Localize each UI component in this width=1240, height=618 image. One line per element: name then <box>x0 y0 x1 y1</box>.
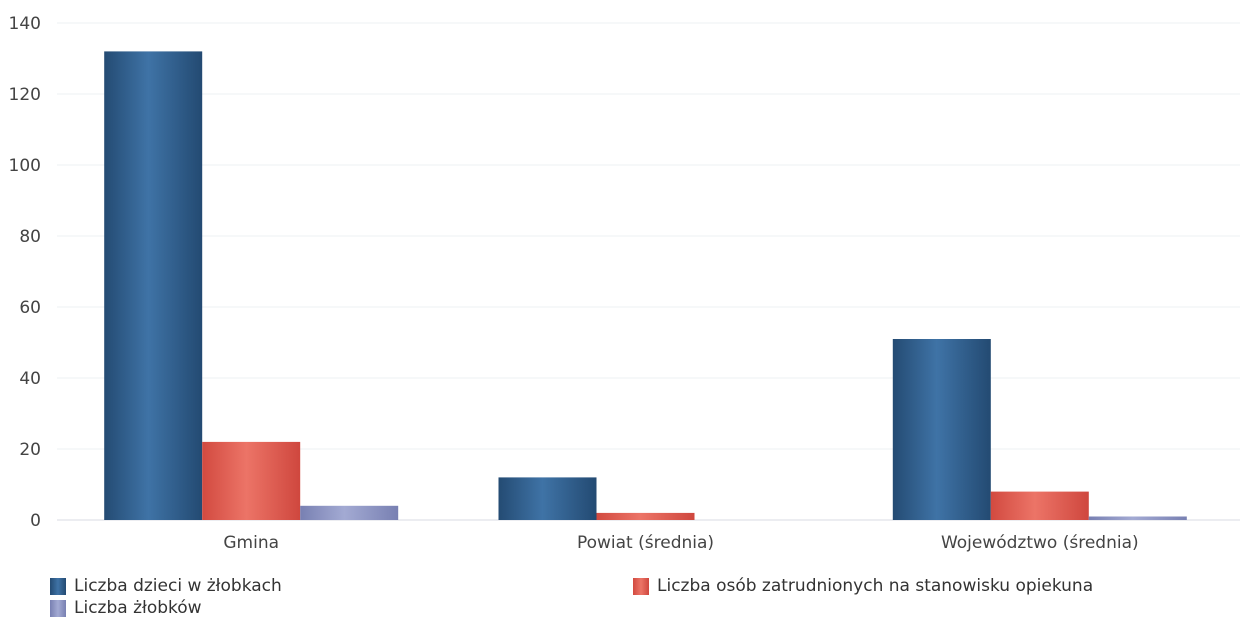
x-category-label-2: Województwo (średnia) <box>941 533 1139 553</box>
bar-2-1 <box>990 491 1089 520</box>
legend-label-opiekunowie: Liczba osób zatrudnionych na stanowisku … <box>657 576 1094 596</box>
y-axis-ticks: 0 20 40 60 80 100 120 140 <box>9 14 41 531</box>
bar-0-2 <box>300 505 399 520</box>
bar-1-0 <box>498 477 597 520</box>
x-category-label-0: Gmina <box>223 533 279 553</box>
y-tick-label-120: 120 <box>9 85 41 105</box>
y-tick-label-40: 40 <box>19 369 41 389</box>
x-axis-categories: Gmina Powiat (średnia) Województwo (średni… <box>223 533 1138 553</box>
y-tick-label-60: 60 <box>19 298 41 318</box>
legend-swatch-opiekunowie <box>633 577 649 595</box>
bar-2-2 <box>1088 516 1187 520</box>
bar-1-1 <box>596 512 695 520</box>
y-tick-label-80: 80 <box>19 227 41 247</box>
legend-item-opiekunowie: Liczba osób zatrudnionych na stanowisku … <box>633 576 1093 596</box>
bar-0-1 <box>202 441 301 520</box>
bar-0-0 <box>104 51 203 521</box>
y-tick-label-20: 20 <box>19 440 41 460</box>
y-tick-label-100: 100 <box>9 156 41 176</box>
bar-2-0 <box>892 339 991 520</box>
bar-chart: 0 20 40 60 80 100 120 140 Gmina Powiat (średnia)… <box>9 14 1240 553</box>
legend-swatch-dzieci <box>50 577 66 595</box>
legend-swatch-zlobki <box>50 599 66 617</box>
legend-label-zlobki: Liczba żłobków <box>74 598 202 618</box>
y-tick-label-0: 0 <box>30 511 41 531</box>
legend-label-dzieci: Liczba dzieci w żłobkach <box>74 576 282 596</box>
legend-item-dzieci: Liczba dzieci w żłobkach <box>50 576 282 596</box>
bars <box>104 51 1187 521</box>
legend-item-zlobki: Liczba żłobków <box>50 598 202 618</box>
y-tick-label-140: 140 <box>9 14 41 34</box>
x-category-label-1: Powiat (średnia) <box>577 533 714 553</box>
